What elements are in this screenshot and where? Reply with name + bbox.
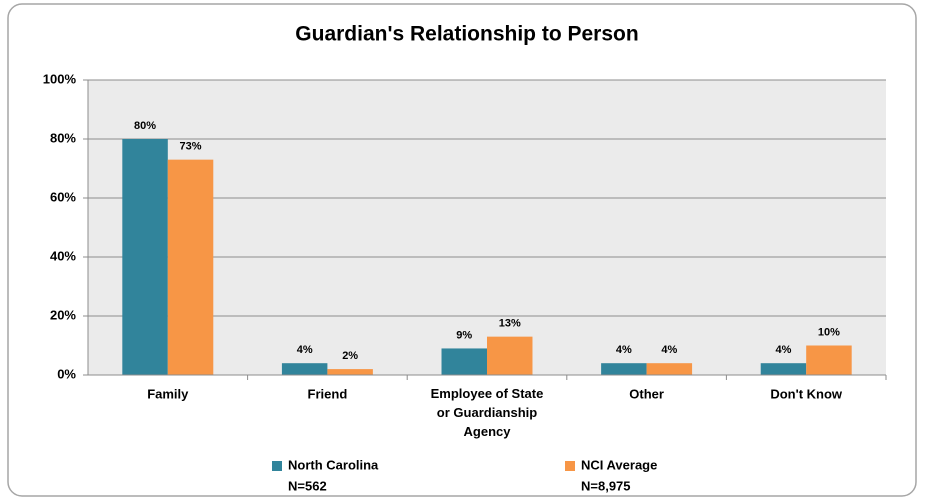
legend-sample-size: N=8,975 xyxy=(581,478,631,493)
value-label: 80% xyxy=(134,120,156,132)
value-label: 4% xyxy=(616,344,632,356)
y-tick-label: 100% xyxy=(43,71,77,86)
value-label: 4% xyxy=(661,344,677,356)
value-label: 2% xyxy=(342,350,358,362)
value-label: 4% xyxy=(297,344,313,356)
value-label: 13% xyxy=(499,318,521,330)
bar xyxy=(646,363,693,375)
legend-label: NCI Average xyxy=(581,457,657,472)
legend-swatch xyxy=(272,461,282,471)
bar xyxy=(601,363,647,375)
bar xyxy=(806,345,852,375)
y-tick-label: 20% xyxy=(50,307,76,322)
value-label: 4% xyxy=(776,344,792,356)
bar xyxy=(281,363,328,375)
value-label: 73% xyxy=(180,141,202,153)
y-tick-label: 40% xyxy=(50,248,76,263)
y-tick-label: 80% xyxy=(50,130,76,145)
legend-sample-size: N=562 xyxy=(288,478,327,493)
bar xyxy=(327,369,373,375)
x-tick-label: Don't Know xyxy=(770,386,843,401)
bar xyxy=(760,363,807,375)
bar xyxy=(167,159,214,375)
x-tick-label: Other xyxy=(629,386,664,401)
y-tick-label: 0% xyxy=(57,366,76,381)
legend-swatch xyxy=(565,461,575,471)
bar xyxy=(441,348,487,375)
plot-area xyxy=(88,80,886,375)
x-tick-label: Family xyxy=(147,386,189,401)
value-label: 10% xyxy=(818,326,840,338)
legend-label: North Carolina xyxy=(288,457,379,472)
value-label: 9% xyxy=(456,329,472,341)
bar xyxy=(122,139,168,375)
chart-title: Guardian's Relationship to Person xyxy=(295,23,638,46)
x-tick-label: Friend xyxy=(308,386,348,401)
bar xyxy=(487,336,533,375)
x-tick-label: Employee of State or Guardianship Agency xyxy=(431,386,544,439)
y-tick-label: 60% xyxy=(50,189,76,204)
